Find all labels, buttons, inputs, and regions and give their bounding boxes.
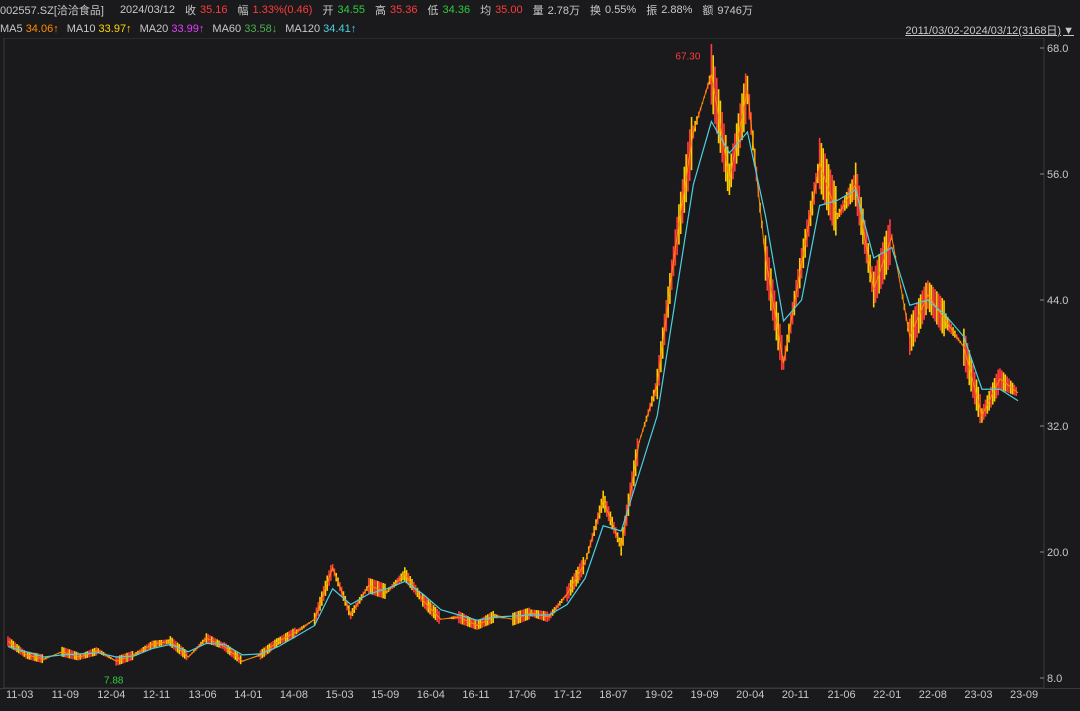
- x-tick-label: 14-01: [234, 689, 263, 701]
- x-tick-label: 17-06: [508, 689, 537, 701]
- volume-value: 2.78万: [547, 5, 581, 17]
- quote-bar: 002557.SZ[洽洽食品] 2024/03/12 收 35.16 幅 1.3…: [0, 0, 1080, 20]
- ma10-value: 33.97↑: [98, 23, 132, 35]
- max-price-label: 67.30: [675, 51, 700, 62]
- y-tick-label: 8.0: [1047, 673, 1062, 685]
- y-tick-label: 56.0: [1047, 169, 1068, 181]
- amount-value: 9746万: [717, 5, 753, 17]
- x-tick-label: 15-09: [371, 689, 400, 701]
- dropdown-arrow-icon[interactable]: ▼: [1063, 25, 1074, 37]
- low-value: 34.36: [442, 4, 471, 16]
- x-tick-label: 22-01: [873, 689, 902, 701]
- x-tick-label: 15-03: [325, 689, 354, 701]
- price-series-line: [7, 74, 1019, 662]
- x-tick-label: 12-11: [142, 689, 171, 701]
- stock-code: 002557.SZ[洽洽食品]: [0, 5, 104, 17]
- x-tick-label: 23-03: [964, 689, 993, 701]
- date-range-selector[interactable]: 2011/03/02-2024/03/12(3168日) ▼: [905, 22, 1074, 38]
- ma5-label: MA5: [0, 23, 23, 35]
- ma120-item: MA120 34.41↑: [285, 23, 356, 35]
- ma5-value: 34.06↑: [25, 23, 59, 35]
- amplitude-label: 振: [646, 5, 658, 17]
- x-tick-label: 21-06: [827, 689, 856, 701]
- quote-date: 2024/03/12: [119, 4, 175, 16]
- close-value: 35.16: [200, 4, 228, 16]
- ma120-label: MA120: [285, 23, 321, 35]
- ma60-value: 33.58↓: [244, 23, 278, 35]
- x-tick-label: 11-09: [51, 689, 79, 701]
- y-tick-label: 68.0: [1047, 43, 1068, 55]
- ma20-value: 33.99↑: [171, 23, 205, 35]
- open-label: 开: [322, 5, 334, 17]
- ma60-item: MA60 33.58↓: [212, 23, 277, 35]
- x-tick-label: 19-09: [690, 689, 719, 701]
- ma120-value: 34.41↑: [323, 23, 357, 35]
- x-tick-label: 17-12: [553, 689, 582, 701]
- high-value: 35.36: [390, 4, 418, 16]
- avg-value: 35.00: [495, 4, 523, 16]
- turnover-label: 换: [590, 5, 602, 17]
- ma10-item: MA10 33.97↑: [67, 23, 132, 35]
- volume-label: 量: [532, 5, 544, 17]
- amplitude-value: 2.88%: [661, 4, 693, 16]
- ma20-label: MA20: [139, 23, 169, 35]
- x-tick-label: 18-07: [599, 689, 628, 701]
- ma5-item: MA5 34.06↑: [0, 23, 59, 35]
- change-label: 幅: [237, 5, 249, 17]
- x-tick-label: 22-08: [918, 689, 947, 701]
- x-tick-label: 16-04: [416, 689, 445, 701]
- change-value: 1.33%(0.46): [252, 4, 313, 16]
- plot-frame: [3, 38, 1045, 688]
- price-chart[interactable]: 68.0 56.0 44.0 32.0 20.0 8.0 67.30 7.88: [0, 38, 1080, 688]
- turnover-value: 0.55%: [605, 4, 637, 16]
- min-price-label: 7.88: [104, 675, 124, 686]
- x-tick-label: 14-08: [279, 689, 308, 701]
- y-tick-label: 32.0: [1047, 421, 1068, 433]
- ma10-label: MA10: [66, 23, 96, 35]
- ma-legend: MA5 34.06↑ MA10 33.97↑ MA20 33.99↑ MA60 …: [0, 20, 1080, 38]
- high-label: 高: [375, 5, 386, 17]
- low-label: 低: [427, 5, 439, 17]
- x-tick-label: 12-04: [97, 689, 126, 701]
- open-value: 34.55: [337, 4, 365, 16]
- x-tick-label: 20-04: [736, 689, 765, 701]
- x-tick-label: 11-03: [6, 689, 34, 701]
- amount-label: 额: [702, 5, 714, 17]
- x-tick-label: 20-11: [781, 689, 810, 701]
- x-tick-label: 16-11: [462, 689, 490, 701]
- y-tick-label: 44.0: [1047, 295, 1068, 307]
- ma120-series-line: [7, 119, 1019, 658]
- date-range-text[interactable]: 2011/03/02-2024/03/12(3168日): [905, 25, 1062, 37]
- x-tick-label: 13-06: [188, 689, 217, 701]
- x-axis: 11-03 11-09 12-04 12-11 13-06 14-01 14-08 15-03…: [0, 688, 1080, 709]
- ma60-label: MA60: [212, 23, 242, 35]
- x-tick-label: 19-02: [644, 689, 674, 701]
- x-tick-label: 23-09: [1010, 689, 1039, 701]
- avg-label: 均: [480, 5, 492, 17]
- ma20-item: MA20 33.99↑: [140, 23, 205, 35]
- close-label: 收: [185, 5, 196, 17]
- y-tick-label: 20.0: [1047, 547, 1068, 559]
